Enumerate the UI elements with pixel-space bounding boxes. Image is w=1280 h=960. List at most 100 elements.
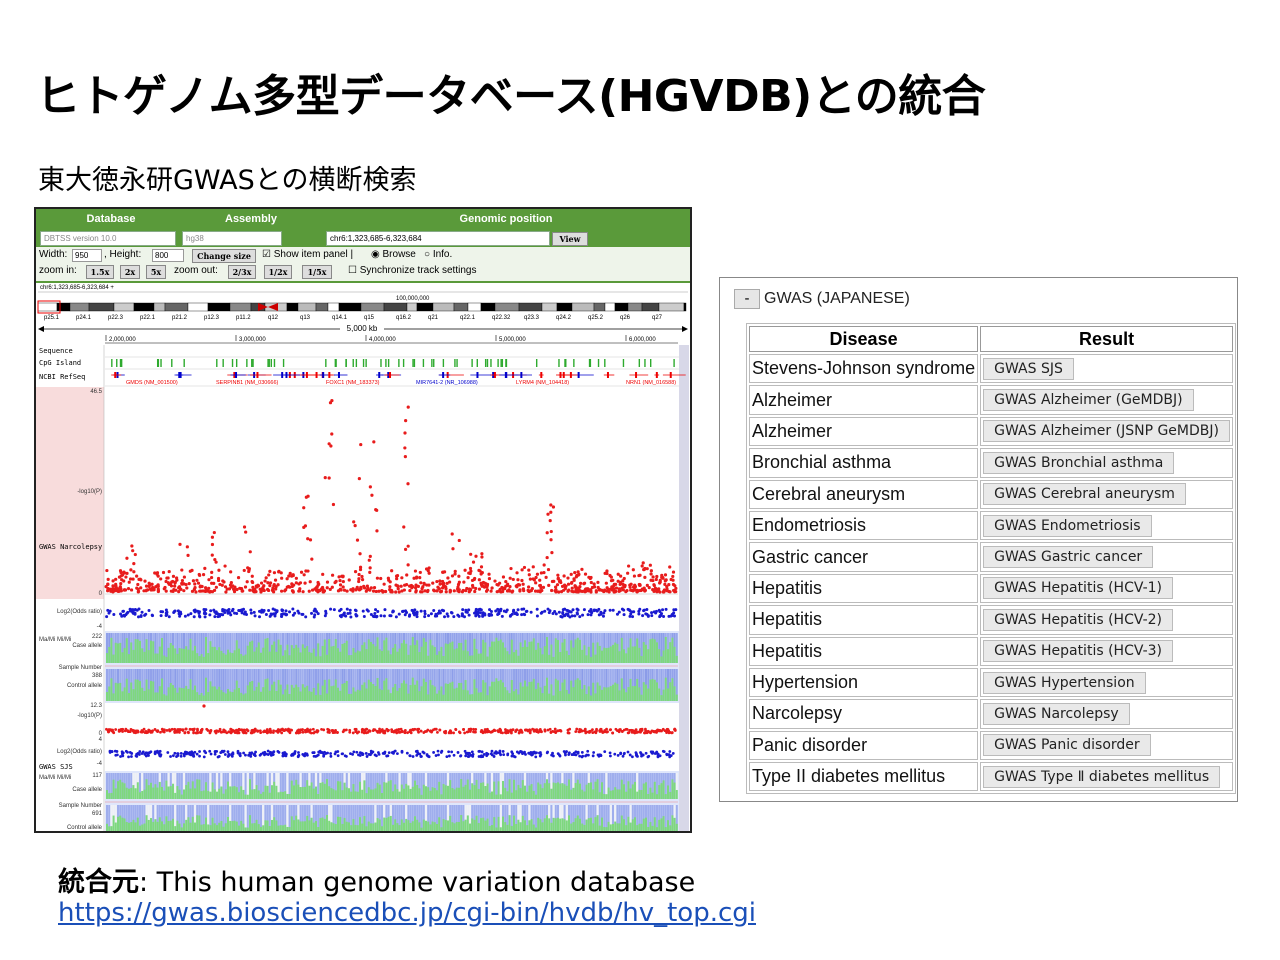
pvalue-point [405, 573, 409, 577]
allele-bar [156, 633, 159, 663]
gwas-result-button[interactable]: GWAS Narcolepsy [983, 702, 1130, 725]
pvalue-point [474, 728, 478, 731]
allele-bar [218, 805, 221, 831]
odds-point [592, 751, 596, 754]
browse-radio[interactable]: ◉ Browse [371, 249, 416, 260]
slide-title: ヒトゲノム多型データベース(HGVDB)との統合 [36, 71, 986, 122]
pvalue-point [336, 730, 339, 734]
pvalue-point [406, 544, 410, 548]
zoom-out-1-2x-button[interactable]: 1/2x [264, 265, 292, 279]
assembly-field[interactable]: hg38 [182, 231, 282, 246]
pvalue-point [594, 589, 598, 593]
allele-bar [592, 805, 595, 831]
zoom-in-1-5x-button[interactable]: 1.5x [86, 265, 114, 279]
gwas-result-button[interactable]: GWAS Endometriosis [983, 514, 1152, 537]
allele-bar [546, 677, 548, 701]
allele-bar [499, 679, 502, 701]
gwas-result-button[interactable]: GWAS Type Ⅱ diabetes mellitus [983, 765, 1221, 788]
allele-bar [169, 683, 172, 701]
show-item-panel-checkbox[interactable]: ☑ Show item panel | [262, 249, 354, 260]
pvalue-point [622, 576, 626, 581]
gwas-result-button[interactable]: GWAS Hepatitis (HCV-2) [983, 608, 1174, 631]
genome-tracks[interactable]: chr6:1,323,685-6,323,684 + 100,000,000 p… [36, 283, 690, 833]
width-input[interactable]: 950 [72, 249, 102, 262]
gwas-result-button[interactable]: GWAS Hypertension [983, 671, 1146, 694]
position-field[interactable]: chr6:1,323,685-6,323,684 [326, 231, 550, 246]
allele-bar [475, 669, 478, 701]
zoom-out-2-3x-button[interactable]: 2/3x [228, 265, 256, 279]
view-button[interactable]: View [552, 232, 588, 246]
odds-point [108, 609, 112, 613]
allele-bar [308, 652, 311, 663]
database-field[interactable]: DBTSS version 10.0 [40, 231, 176, 246]
allele-bar [396, 805, 399, 831]
allele-bar [293, 785, 295, 799]
zoom-in-5x-button[interactable]: 5x [146, 265, 166, 279]
odds-point [479, 754, 483, 758]
allele-bar [167, 647, 170, 663]
allele-bar [372, 644, 375, 663]
gwas-result-button[interactable]: GWAS Alzheimer (JSNP GeMDBJ) [983, 420, 1230, 443]
allele-bar [636, 638, 639, 663]
pvalue-point [606, 587, 610, 592]
odds-point [280, 609, 284, 613]
zoom-in-2x-button[interactable]: 2x [120, 265, 140, 279]
allele-bar [418, 652, 421, 663]
odds-point [140, 610, 144, 614]
allele-bar [220, 669, 223, 701]
allele-bar [387, 689, 390, 701]
gwas-result-button[interactable]: GWAS Cerebral aneurysm [983, 483, 1186, 506]
odds-point [198, 750, 201, 753]
allele-bar [266, 785, 269, 799]
odds-point [351, 752, 354, 756]
allele-bar [277, 825, 280, 831]
collapse-button[interactable]: - [734, 289, 760, 309]
allele-bar [598, 669, 601, 701]
odds-point [304, 615, 308, 619]
info-radio[interactable]: ○ Info. [424, 249, 453, 260]
odds-point [581, 613, 585, 617]
browser-scrollbar[interactable] [679, 345, 689, 833]
pvalue-point [638, 588, 642, 593]
gwas-result-button[interactable]: GWAS SJS [983, 357, 1074, 380]
gwas-result-button[interactable]: GWAS Gastric cancer [983, 546, 1154, 569]
table-row: Endometriosis GWAS Endometriosis [749, 510, 1233, 541]
allele-bar [158, 669, 161, 701]
allele-bar [598, 773, 601, 799]
pvalue-point [507, 589, 512, 593]
allele-bar [312, 773, 315, 799]
source-link[interactable]: https://gwas.biosciencedbc.jp/cgi-bin/hv… [58, 898, 756, 928]
synchronize-checkbox[interactable]: ☐ Synchronize track settings [348, 265, 477, 276]
height-input[interactable]: 800 [152, 249, 184, 262]
allele-bar [629, 773, 632, 799]
chromosome-ideogram[interactable] [37, 302, 687, 312]
allele-bar [376, 805, 379, 831]
allele-bar [165, 816, 168, 831]
gwas-result-button[interactable]: GWAS Panic disorder [983, 734, 1151, 757]
allele-bar [535, 827, 537, 831]
allele-bar [645, 782, 647, 799]
gwas-result-button[interactable]: GWAS Hepatitis (HCV-1) [983, 577, 1174, 600]
odds-point [385, 754, 389, 758]
gwas-result-button[interactable]: GWAS Alzheimer (GeMDBJ) [983, 389, 1194, 412]
allele-bar [601, 633, 603, 663]
pvalue-point [337, 575, 341, 579]
allele-bar [576, 637, 579, 663]
change-size-button[interactable]: Change size [192, 249, 256, 263]
zoom-out-1-5x-button[interactable]: 1/5x [302, 265, 332, 279]
pvalue-point [105, 568, 109, 573]
pvalue-point [474, 586, 478, 591]
pvalue-point [310, 557, 314, 561]
pvalue-point [533, 589, 538, 593]
gwas-result-button[interactable]: GWAS Bronchial asthma [983, 451, 1175, 474]
pvalue-point [416, 728, 420, 732]
odds-point [408, 754, 412, 758]
allele-bar [618, 773, 621, 799]
gwas-result-button[interactable]: GWAS Hepatitis (HCV-3) [983, 640, 1174, 663]
odds-point [349, 615, 353, 619]
allele-bar [444, 643, 447, 663]
pvalue-point [469, 552, 473, 556]
odds-point [442, 609, 446, 613]
allele-bar [543, 669, 546, 701]
allele-bar [664, 677, 667, 701]
